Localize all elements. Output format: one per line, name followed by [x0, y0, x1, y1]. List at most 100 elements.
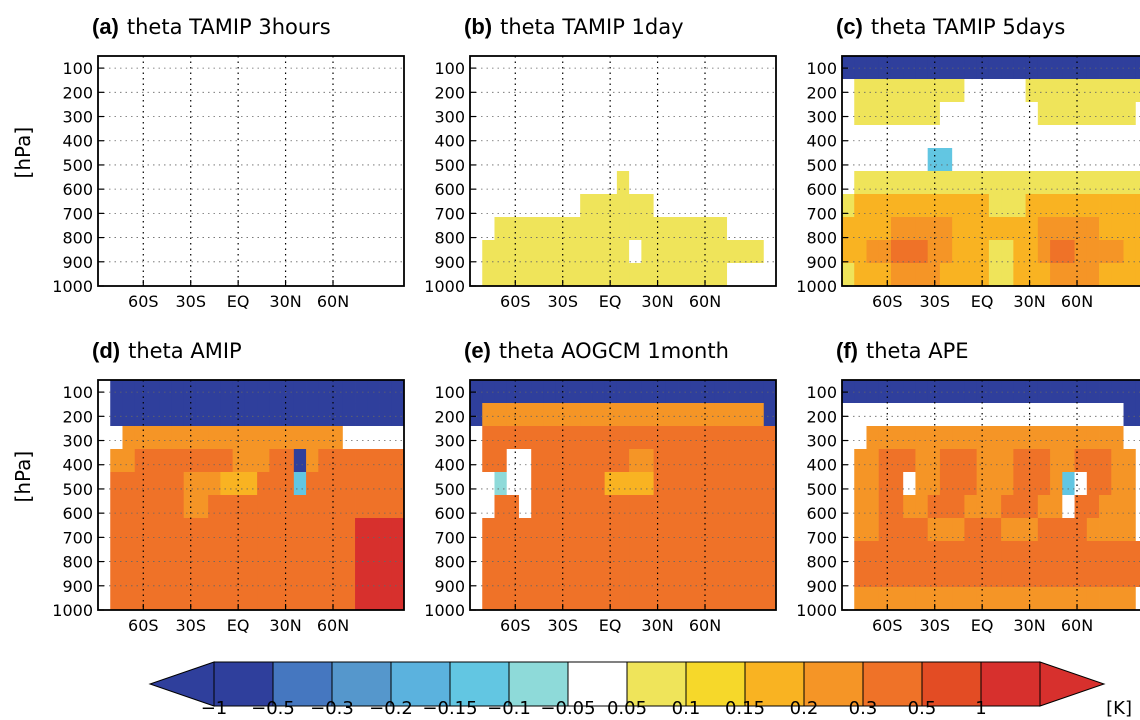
heatmap-cell — [903, 426, 916, 450]
heatmap-cell — [653, 102, 667, 126]
heatmap-cell — [1001, 541, 1014, 565]
panel-title-text: theta TAMIP 3hours — [127, 15, 331, 39]
heatmap-cell — [939, 564, 953, 588]
heatmap-cell — [927, 194, 941, 218]
heatmap-cell — [1013, 171, 1026, 195]
heatmap-cell — [751, 125, 765, 149]
heatmap-cell — [330, 449, 344, 473]
heatmap-cell — [678, 194, 691, 218]
heatmap-cell — [318, 472, 331, 496]
heatmap-cell — [665, 194, 679, 218]
x-tick-label: EQ — [599, 292, 622, 311]
heatmap-cell — [482, 263, 495, 287]
heatmap-cell — [1123, 472, 1137, 496]
y-tick-label: 400 — [62, 132, 93, 151]
heatmap-cell — [482, 495, 495, 519]
heatmap-cell — [567, 194, 581, 218]
heatmap-cell — [580, 194, 593, 218]
heatmap-cell — [232, 495, 246, 519]
heatmap-cell — [1037, 587, 1051, 611]
heatmap-cell — [952, 79, 965, 103]
heatmap-cell — [232, 587, 246, 611]
heatmap-cell — [293, 240, 307, 264]
heatmap-cell — [727, 125, 740, 149]
heatmap-cell — [367, 472, 380, 496]
heatmap-cell — [690, 426, 703, 450]
heatmap-cell — [616, 541, 630, 565]
heatmap-cell — [269, 240, 282, 264]
heatmap-cell — [171, 380, 185, 404]
heatmap-cell — [1086, 240, 1100, 264]
heatmap-cell — [629, 148, 642, 172]
heatmap-cell — [842, 102, 855, 126]
heatmap-cell — [470, 125, 483, 149]
heatmap-cell — [665, 217, 679, 241]
heatmap-cell — [592, 449, 606, 473]
heatmap-cell — [1099, 148, 1112, 172]
heatmap-cell — [134, 426, 148, 450]
heatmap-cell — [1001, 403, 1014, 427]
y-tick-label: 1000 — [424, 601, 465, 620]
heatmap-cell — [122, 380, 136, 404]
heatmap-cell — [367, 564, 380, 588]
heatmap-cell — [171, 79, 185, 103]
heatmap-cell — [580, 125, 593, 149]
heatmap-cell — [1135, 587, 1140, 611]
y-tick-label: 800 — [434, 553, 465, 572]
y-tick-label: 900 — [806, 253, 837, 272]
heatmap-cell — [580, 541, 593, 565]
heatmap-cell — [506, 472, 520, 496]
heatmap-cell — [470, 240, 483, 264]
heatmap-cell — [269, 125, 282, 149]
heatmap-cell — [903, 148, 916, 172]
heatmap-cell — [1099, 240, 1112, 264]
heatmap-cell — [122, 79, 136, 103]
heatmap-cell — [293, 518, 307, 542]
heatmap-cell — [1123, 263, 1137, 287]
heatmap-cell — [122, 472, 136, 496]
heatmap-cell — [531, 587, 544, 611]
heatmap-cell — [1001, 240, 1014, 264]
heatmap-cell — [866, 263, 880, 287]
heatmap-cell — [592, 518, 606, 542]
heatmap-cell — [751, 102, 765, 126]
heatmap-cell — [903, 217, 916, 241]
heatmap-cell — [988, 449, 1002, 473]
colorbar-label: −1 — [201, 698, 228, 719]
heatmap-cell — [110, 426, 123, 450]
heatmap-cell — [281, 587, 295, 611]
heatmap-cell — [1086, 148, 1100, 172]
heatmap-cell — [988, 541, 1002, 565]
heatmap-cell — [220, 495, 234, 519]
x-tick-label: 60N — [317, 292, 349, 311]
heatmap-cell — [543, 148, 557, 172]
heatmap-cell — [890, 217, 904, 241]
y-tick-label: 300 — [62, 432, 93, 451]
heatmap-cell — [257, 240, 270, 264]
heatmap-cell — [665, 380, 679, 404]
heatmap-cell — [110, 125, 123, 149]
heatmap-cell — [580, 587, 593, 611]
heatmap-cell — [678, 56, 691, 80]
heatmap-cell — [269, 148, 282, 172]
heatmap-cell — [1135, 194, 1140, 218]
heatmap-cell — [1135, 518, 1140, 542]
colorbar-label: 1 — [975, 698, 986, 719]
heatmap-cell — [318, 564, 331, 588]
heatmap-cell — [159, 125, 172, 149]
heatmap-cell — [988, 472, 1002, 496]
heatmap-cell — [702, 472, 716, 496]
heatmap-cell — [927, 56, 941, 80]
heatmap-cell — [1001, 495, 1014, 519]
heatmap-cell — [903, 102, 916, 126]
heatmap-cell — [134, 217, 148, 241]
heatmap-cell — [1037, 148, 1051, 172]
heatmap-cell — [592, 495, 606, 519]
heatmap-cell — [927, 380, 941, 404]
heatmap-cell — [494, 148, 508, 172]
heatmap-cell — [379, 472, 393, 496]
heatmap-cell — [1037, 426, 1051, 450]
heatmap-cell — [232, 148, 246, 172]
heatmap-cell — [244, 148, 258, 172]
heatmap-cell — [110, 564, 123, 588]
